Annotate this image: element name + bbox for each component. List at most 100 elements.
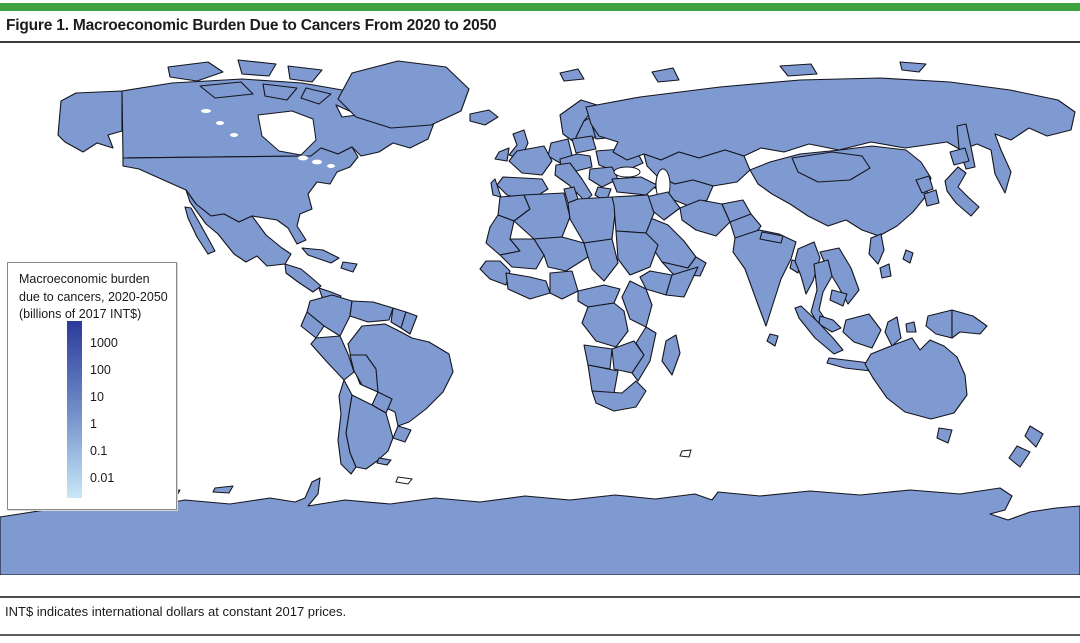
region-japan-hokkaido <box>949 147 970 166</box>
region-somalia <box>665 266 699 298</box>
region-mozambique <box>631 326 657 382</box>
region-papua-west <box>925 309 953 339</box>
region-north-korea <box>915 175 934 194</box>
region-uruguay <box>392 425 412 443</box>
world-choropleth-map <box>0 55 1080 575</box>
region-mexico <box>185 189 292 267</box>
region-falkland-islands <box>376 457 392 466</box>
legend-title-line-1: Macroeconomic burden <box>19 272 150 286</box>
region-cambodia <box>829 289 848 307</box>
region-taiwan <box>902 249 914 264</box>
region-west-africa-coast <box>505 272 551 300</box>
region-new-zealand-south <box>1008 445 1031 468</box>
legend-title-line-3: (billions of 2017 INT$) <box>19 307 142 321</box>
region-nepal <box>759 231 784 244</box>
region-chile <box>337 379 357 475</box>
region-poland <box>571 135 597 154</box>
region-arctic-island <box>779 63 818 77</box>
region-libya <box>567 196 617 244</box>
canadian-lake <box>201 109 211 113</box>
region-svalbard <box>559 68 585 82</box>
title-divider <box>0 41 1080 43</box>
region-iceland <box>469 109 499 126</box>
region-suriname <box>400 311 418 335</box>
legend-tick-0-01: 0.01 <box>90 471 115 485</box>
south-georgia-island <box>395 476 413 485</box>
region-canada-arctic-island <box>237 59 277 77</box>
region-egypt <box>611 194 655 234</box>
region-iran <box>679 199 731 237</box>
region-alaska <box>57 90 123 153</box>
region-turkey <box>611 176 658 196</box>
region-canada-arctic-island <box>300 87 332 105</box>
region-drc <box>581 302 629 348</box>
legend-tick-1000: 1000 <box>90 336 118 350</box>
map-legend: Macroeconomic burden due to cancers, 202… <box>7 262 177 510</box>
figure-title: Figure 1. Macroeconomic Burden Due to Ca… <box>6 17 497 34</box>
region-antarctic-island <box>212 485 234 494</box>
region-japan-honshu <box>944 166 980 217</box>
black-sea-water <box>613 166 641 178</box>
region-portugal <box>490 178 502 198</box>
region-tasmania <box>936 427 953 444</box>
region-sumatra <box>794 305 844 355</box>
legend-tick-100: 100 <box>90 363 111 377</box>
region-canada-arctic-island <box>199 81 254 99</box>
region-papua-new-guinea <box>951 309 988 339</box>
region-sulawesi <box>884 316 902 347</box>
region-nigeria <box>549 270 579 300</box>
region-south-africa <box>591 380 647 412</box>
legend-tick-0-1: 0.1 <box>90 444 108 458</box>
region-new-zealand-north <box>1024 425 1044 448</box>
figure-footnote: INT$ indicates international dollars at … <box>5 604 347 619</box>
region-canada-arctic-island <box>262 83 298 101</box>
great-lake <box>312 159 322 165</box>
figure-accent-bar <box>0 3 1080 11</box>
legend-tick-10: 10 <box>90 390 104 404</box>
great-lake <box>298 155 308 161</box>
legend-tick-1: 1 <box>90 417 97 431</box>
region-central-america-north <box>284 263 322 293</box>
region-south-korea <box>923 189 940 207</box>
region-baja-california <box>184 206 216 255</box>
region-australia <box>864 337 968 420</box>
region-borneo <box>842 313 882 349</box>
kerguelen-island <box>679 449 692 458</box>
region-canada-arctic-island <box>167 61 224 82</box>
hudson-bay-water <box>257 110 317 156</box>
region-antarctica <box>0 477 1080 575</box>
region-china <box>749 145 932 237</box>
region-venezuela <box>349 300 394 323</box>
region-sri-lanka <box>766 333 779 347</box>
legend-title: Macroeconomic burden due to cancers, 202… <box>19 271 171 324</box>
region-france <box>508 145 553 176</box>
region-canada-arctic-island <box>287 65 323 83</box>
canadian-lake <box>216 121 224 125</box>
region-philippines <box>868 233 885 265</box>
region-arctic-island <box>899 61 927 73</box>
region-mongolia <box>791 151 871 183</box>
region-sudan <box>615 230 659 276</box>
region-hispaniola <box>340 261 358 273</box>
region-chad <box>583 238 619 282</box>
footnote-divider-top <box>0 596 1080 598</box>
region-myanmar <box>794 241 821 295</box>
great-lake <box>327 164 335 168</box>
canadian-lake <box>230 133 238 137</box>
legend-gradient-bar <box>67 321 82 498</box>
region-peru <box>310 335 355 381</box>
region-thailand <box>810 259 833 330</box>
footnote-divider-bottom <box>0 634 1080 636</box>
legend-title-line-2: due to cancers, 2020-2050 <box>19 289 168 304</box>
region-ethiopia <box>639 270 673 296</box>
region-arctic-island <box>651 67 680 83</box>
region-philippines-south <box>879 263 892 279</box>
region-ireland <box>494 147 510 162</box>
region-india <box>732 229 797 327</box>
world-map-svg <box>0 59 1080 575</box>
region-senegal-guinea <box>479 260 511 286</box>
region-moluccas <box>905 321 917 333</box>
region-greenland <box>337 60 470 129</box>
region-madagascar <box>661 334 681 376</box>
